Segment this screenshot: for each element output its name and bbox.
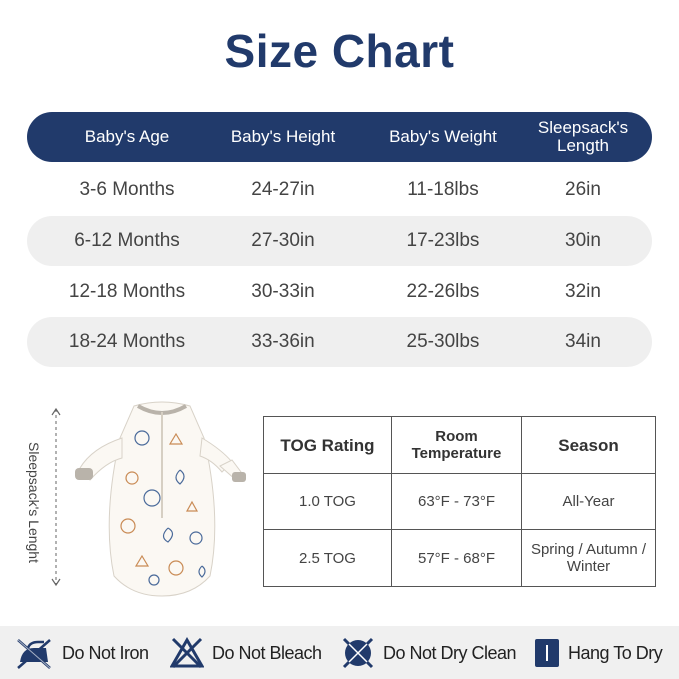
tog-season: Spring / Autumn / Winter — [521, 529, 656, 587]
no-dry-clean-icon — [342, 637, 374, 669]
care-item-no-dry-clean: Do Not Dry Clean — [341, 634, 517, 672]
row-age: 12-18 Months — [68, 281, 186, 302]
tog-header-temperature: Room Temperature — [391, 416, 522, 474]
tog-season: All-Year — [521, 473, 656, 530]
page-title: Size Chart — [224, 25, 455, 77]
row-weight: 22-26lbs — [406, 281, 480, 302]
row-weight: 25-30lbs — [406, 331, 480, 352]
table-row: 3-6 Months 24-27in 11-18lbs 26in — [27, 165, 652, 215]
row-age: 18-24 Months — [68, 331, 186, 352]
row-weight: 17-23lbs — [406, 230, 480, 251]
table-row: 1.0 TOG 63°F - 73°F All-Year — [263, 473, 656, 530]
care-item-no-bleach: Do Not Bleach — [170, 634, 322, 672]
care-instructions-bar: Do Not Iron Do Not Bleach Do Not Dry Cle… — [0, 626, 679, 679]
no-iron-icon — [17, 639, 51, 669]
tog-header-rating: TOG Rating — [263, 416, 392, 474]
tog-header-temp-line1: Room — [435, 428, 478, 445]
care-label: Do Not Iron — [62, 642, 149, 663]
table-row: 6-12 Months 27-30in 17-23lbs 30in — [27, 216, 652, 266]
care-label: Hang To Dry — [568, 642, 663, 663]
tog-temperature: 63°F - 73°F — [391, 473, 522, 530]
header-length: Sleepsack's Length — [508, 119, 658, 155]
row-length: 34in — [565, 331, 601, 352]
care-label: Do Not Dry Clean — [383, 642, 517, 663]
header-weight: Baby's Weight — [389, 127, 497, 146]
size-table-header: Baby's Age Baby's Height Baby's Weight S… — [27, 112, 652, 162]
row-weight: 11-18lbs — [407, 179, 479, 200]
care-item-hang-dry: Hang To Dry — [534, 634, 663, 672]
tog-table: TOG Rating Room Temperature Season 1.0 T… — [263, 416, 656, 587]
row-length: 30in — [565, 230, 601, 251]
row-length: 26in — [565, 179, 601, 200]
row-height: 30-33in — [251, 281, 315, 302]
tog-season-line2: Winter — [566, 558, 611, 575]
tog-rating: 2.5 TOG — [263, 529, 392, 587]
care-item-no-iron: Do Not Iron — [14, 634, 149, 672]
table-row: 12-18 Months 30-33in 22-26lbs 32in — [27, 267, 652, 317]
table-row: 18-24 Months 33-36in 25-30lbs 34in — [27, 317, 652, 367]
header-length-line2: Length — [557, 136, 609, 155]
tog-header-temp-line2: Temperature — [411, 445, 502, 462]
row-age: 6-12 Months — [74, 230, 180, 251]
row-age: 3-6 Months — [79, 179, 175, 200]
header-height: Baby's Height — [230, 127, 336, 146]
header-age: Baby's Age — [84, 127, 170, 146]
sleepsack-length-label: Sleepsack's Lenght — [26, 441, 42, 563]
header-length-line1: Sleepsack's — [537, 118, 629, 137]
row-height: 33-36in — [251, 331, 315, 352]
tog-header-row: TOG Rating Room Temperature Season — [263, 416, 656, 474]
length-arrow-icon — [51, 407, 61, 587]
tog-header-season: Season — [521, 416, 656, 474]
table-row: 2.5 TOG 57°F - 68°F Spring / Autumn / Wi… — [263, 529, 656, 587]
no-bleach-icon — [170, 636, 204, 669]
care-label: Do Not Bleach — [212, 642, 322, 663]
row-height: 24-27in — [251, 179, 315, 200]
sleepsack-image — [75, 401, 246, 597]
tog-rating: 1.0 TOG — [263, 473, 392, 530]
row-height: 27-30in — [251, 230, 315, 251]
hang-dry-icon — [535, 639, 559, 667]
row-length: 32in — [565, 281, 601, 302]
tog-season-line1: Spring / Autumn / — [530, 541, 647, 558]
tog-temperature: 57°F - 68°F — [391, 529, 522, 587]
